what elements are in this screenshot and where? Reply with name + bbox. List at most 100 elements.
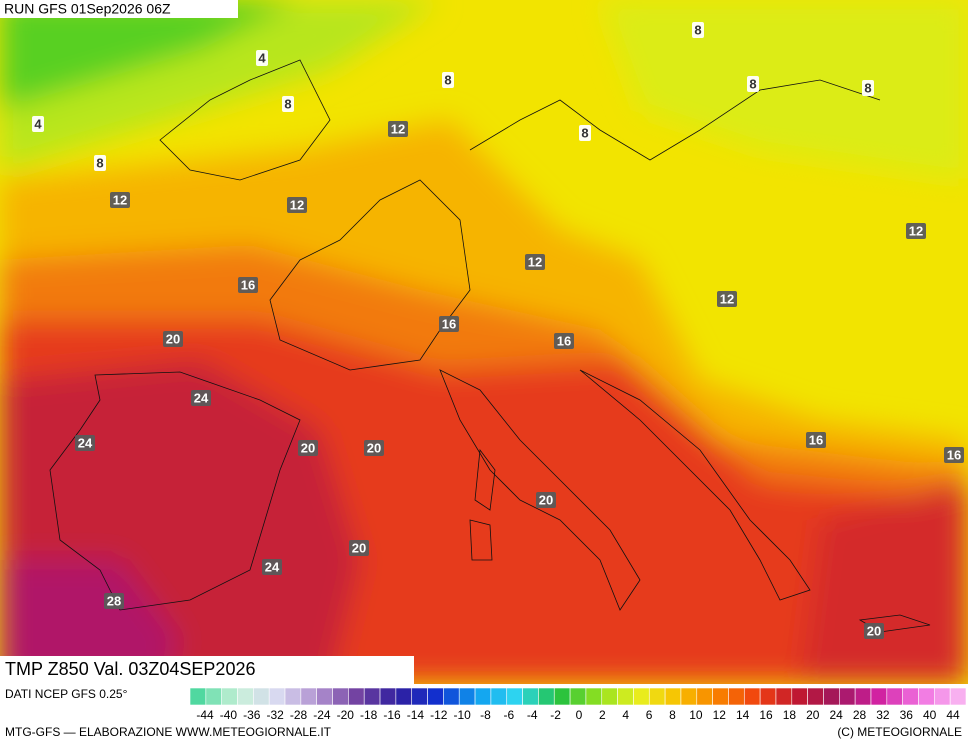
- scale-label: 8: [669, 708, 676, 722]
- scale-swatch: [300, 687, 317, 706]
- scale-label: -12: [430, 708, 448, 722]
- contour-label: 8: [96, 155, 103, 170]
- scale-swatch: [902, 687, 919, 706]
- scale-swatch: [221, 687, 238, 706]
- scale-swatch: [823, 687, 840, 706]
- scale-label: -6: [504, 708, 515, 722]
- scale-label: -2: [550, 708, 561, 722]
- contour-label-box: [536, 492, 556, 508]
- scale-label: 40: [923, 708, 937, 722]
- scale-swatch: [458, 687, 476, 706]
- contour-label-box: [110, 192, 130, 208]
- title-box: [0, 656, 414, 684]
- contour-label: 20: [352, 540, 366, 555]
- contour-label-box: [692, 22, 704, 38]
- scale-swatch: [728, 687, 745, 706]
- color-scale: -44 -40 -36 -32 -28 -24 -20 -18 -16 -14 -12 -10 -8 -6…: [189, 687, 967, 722]
- scale-swatch: [743, 687, 761, 706]
- scale-label: 0: [576, 708, 583, 722]
- scale-swatch: [648, 687, 666, 706]
- contour-label: 20: [867, 623, 881, 638]
- contour-label-box: [262, 559, 282, 575]
- scale-label: -44: [196, 708, 214, 722]
- scale-label: 32: [876, 708, 890, 722]
- contour-label: 24: [265, 559, 280, 574]
- scale-swatch: [585, 687, 603, 706]
- scale-label: 44: [946, 708, 960, 722]
- scale-label: -20: [337, 708, 355, 722]
- scale-swatch: [316, 687, 333, 706]
- scale-label: -8: [480, 708, 491, 722]
- contour-label: 16: [557, 333, 571, 348]
- contour-label-box: [525, 254, 545, 270]
- contour-label-box: [75, 435, 95, 451]
- scale-label: 10: [689, 708, 703, 722]
- scale-label: 2: [599, 708, 606, 722]
- scale-label: 20: [806, 708, 820, 722]
- contour-labels: 4 4 8 8 8 8 8 8 8 12 12 12 12 12 12 16 16 16 16 16 20 20 20 20 2…: [32, 22, 964, 639]
- scale-swatch: [379, 687, 397, 706]
- contour-label-box: [579, 125, 591, 141]
- scale-swatch: [617, 687, 634, 706]
- scale-label: 24: [829, 708, 843, 722]
- contour-label-box: [747, 76, 759, 92]
- coastlines: [49, 59, 931, 633]
- contour-label: 20: [301, 440, 315, 455]
- contour-label-box: [717, 291, 737, 307]
- source-label: DATI NCEP GFS 0.25°: [5, 687, 128, 701]
- scale-swatch: [712, 687, 729, 706]
- contour-label: 8: [444, 72, 451, 87]
- contour-label-box: [191, 390, 211, 406]
- contour-label-box: [256, 50, 268, 66]
- scale-swatch: [253, 687, 270, 706]
- scale-swatch: [664, 687, 682, 706]
- contour-label-box: [864, 623, 884, 639]
- scale-label: 12: [713, 708, 727, 722]
- temperature-field: [0, 0, 968, 684]
- contour-label-box: [364, 440, 384, 456]
- contour-label-box: [388, 121, 408, 137]
- scale-swatch: [237, 687, 254, 706]
- contour-label: 4: [258, 50, 266, 65]
- scale-label: 28: [853, 708, 867, 722]
- contour-label: 12: [909, 223, 923, 238]
- contour-label-box: [944, 447, 964, 463]
- scale-swatch: [474, 687, 492, 706]
- contour-label-box: [32, 116, 44, 132]
- contour-label: 8: [694, 22, 701, 37]
- contour-label: 12: [528, 254, 542, 269]
- scale-swatch: [443, 687, 460, 706]
- contour-label: 20: [539, 492, 553, 507]
- scale-swatch: [268, 687, 286, 706]
- scale-swatch: [949, 687, 967, 706]
- scale-swatch: [522, 687, 539, 706]
- scale-label: -36: [243, 708, 261, 722]
- contour-label: 16: [809, 432, 823, 447]
- contour-label: 8: [581, 125, 588, 140]
- contour-label: 24: [78, 435, 93, 450]
- contour-label-box: [442, 72, 454, 88]
- scale-swatch: [205, 687, 222, 706]
- contour-label-box: [298, 440, 318, 456]
- scale-label: 36: [900, 708, 914, 722]
- contour-label: 20: [166, 331, 180, 346]
- scale-swatch: [601, 687, 618, 706]
- contour-label-box: [238, 277, 258, 293]
- contour-label: 28: [107, 593, 121, 608]
- contour-label: 8: [284, 96, 291, 111]
- scale-swatch: [553, 687, 571, 706]
- scale-swatch: [427, 687, 444, 706]
- scale-swatch: [189, 687, 207, 706]
- contour-label-box: [104, 593, 124, 609]
- scale-label: -32: [266, 708, 284, 722]
- scale-swatch: [332, 687, 349, 706]
- scale-swatch: [807, 687, 824, 706]
- scale-label: 6: [646, 708, 653, 722]
- scale-swatch: [854, 687, 872, 706]
- contour-label: 16: [947, 447, 961, 462]
- scale-swatch: [759, 687, 777, 706]
- contour-label: 12: [290, 197, 304, 212]
- scale-label: -10: [453, 708, 471, 722]
